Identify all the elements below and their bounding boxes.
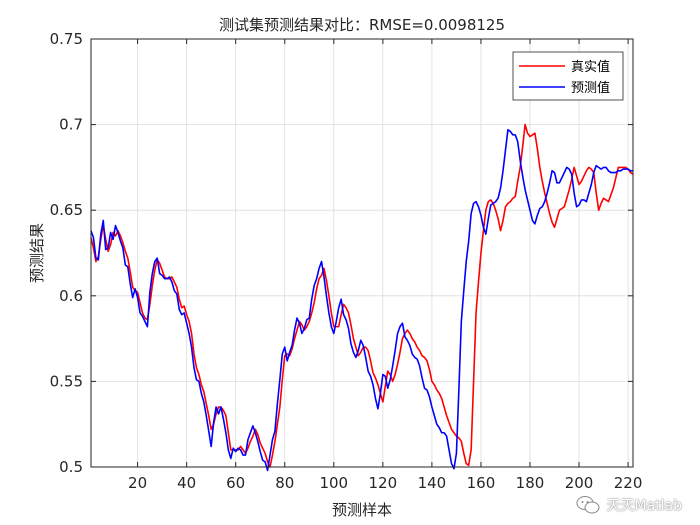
plot-area [91,39,633,467]
legend-label-pred: 预测值 [571,80,610,96]
series-line-true [90,123,634,468]
legend: 真实值 预测值 [512,51,624,101]
x-tick-label: 180 [516,474,545,492]
y-tick-label: 0.65 [50,201,83,219]
y-tick-labels: 0.5 0.55 0.6 0.65 0.7 0.75 [50,30,83,476]
y-tick-label: 0.6 [59,287,83,305]
y-axis-label: 预测结果 [28,223,46,283]
x-tick-label: 60 [226,474,245,492]
x-tick-label: 200 [565,474,594,492]
series-line-pred [90,128,633,472]
x-tick-label: 120 [369,474,398,492]
x-tick-labels: 20 40 60 80 100 120 140 160 180 200 220 [128,474,642,492]
watermark-text: 天天Matlab [606,498,682,514]
x-tick-label: 160 [467,474,496,492]
y-tick-label: 0.5 [59,458,83,476]
x-tick-label: 220 [614,474,643,492]
x-tick-label: 40 [177,474,196,492]
x-tick-label: 100 [319,474,348,492]
y-tick-label: 0.7 [59,116,83,134]
axes-box [90,38,634,468]
y-tick-label: 0.75 [50,30,83,48]
x-tick-label: 140 [418,474,447,492]
y-tick-label: 0.55 [50,372,83,390]
x-tick-label: 80 [275,474,294,492]
chart-title: 测试集预测结果对比：RMSE=0.0098125 [219,16,505,34]
legend-label-true: 真实值 [571,59,610,75]
wechat-logo-icon [576,496,600,514]
series-lines [90,123,634,472]
axis-ticks [91,38,633,468]
grid-lines [91,38,633,468]
x-tick-label: 20 [128,474,147,492]
x-axis-label: 预测样本 [332,501,392,519]
legend-box [512,51,624,101]
watermark: 天天Matlab [576,495,682,515]
